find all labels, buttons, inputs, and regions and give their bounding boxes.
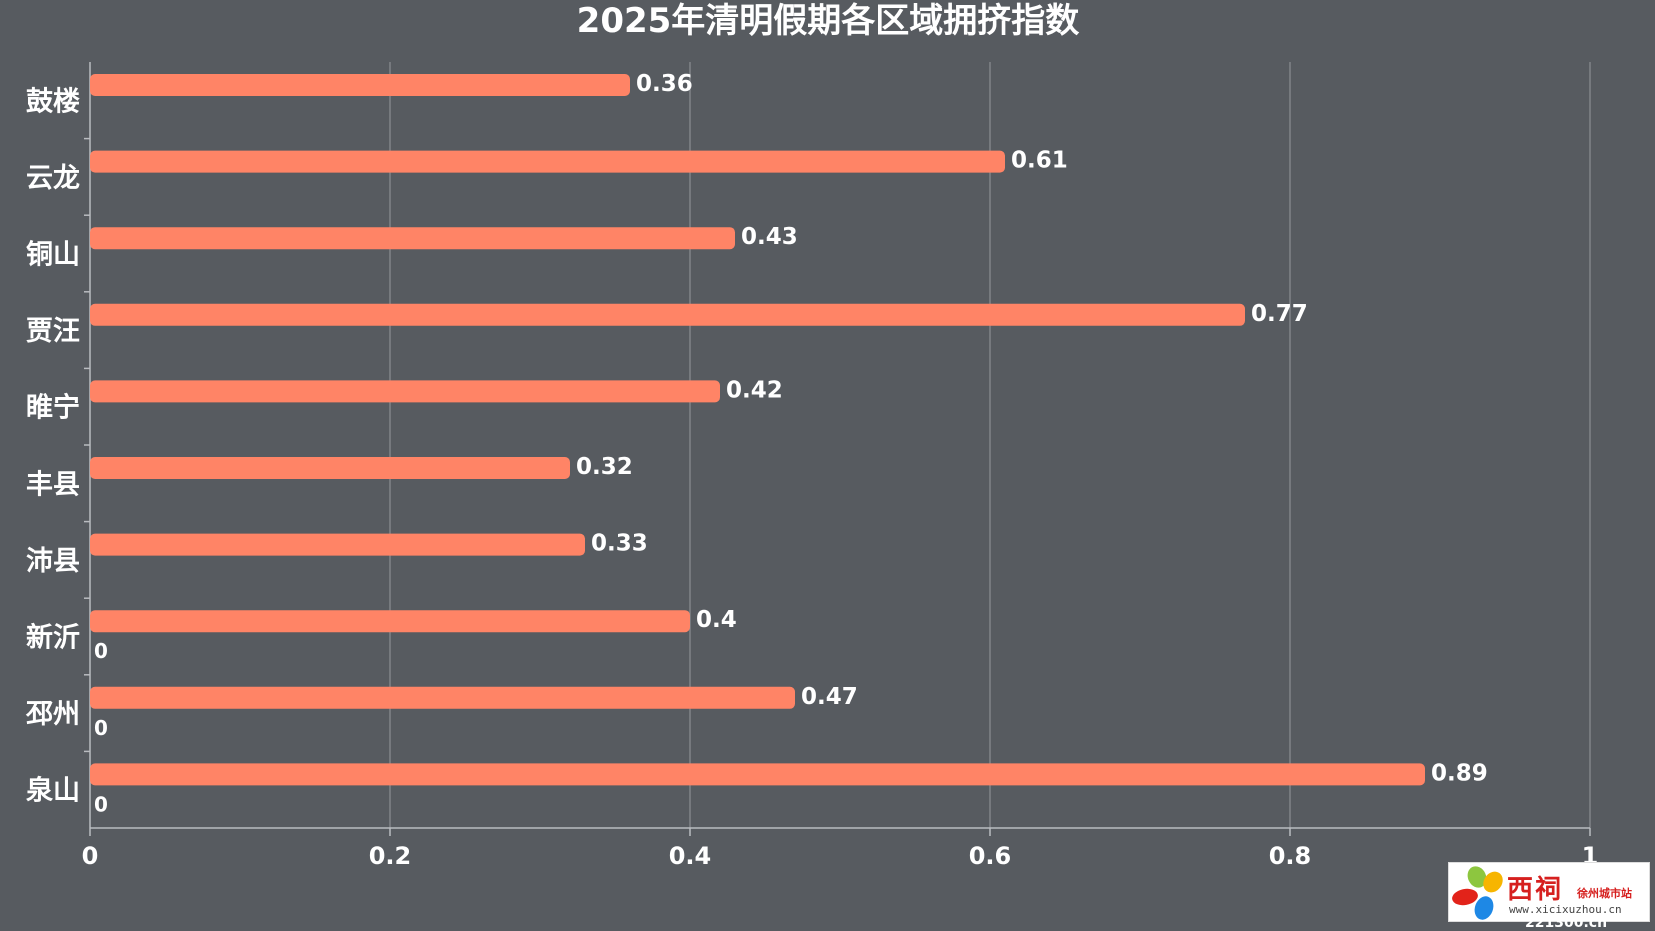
x-tick-label: 0.4	[669, 842, 712, 870]
bars	[90, 74, 1425, 786]
category-label: 云龙	[26, 163, 80, 194]
bar-7	[90, 533, 585, 556]
x-tick-label: 0.2	[369, 842, 412, 870]
bar-4	[90, 303, 1245, 326]
data-label: 0.89	[1431, 760, 1488, 786]
category-label: 鼓楼	[26, 86, 80, 117]
category-label: 沛县	[26, 546, 80, 577]
secondary-label: 0	[94, 792, 108, 816]
axes	[84, 62, 1591, 836]
secondary-label: 0	[94, 639, 108, 663]
bar-3	[90, 227, 735, 250]
bar-1	[90, 74, 630, 96]
category-label: 新沂	[26, 622, 80, 654]
data-label: 0.43	[741, 224, 798, 250]
data-label: 0.42	[726, 377, 783, 403]
data-label: 0.32	[576, 454, 633, 480]
x-tick-label: 0.8	[1269, 842, 1312, 870]
category-label: 丰县	[26, 469, 80, 500]
bar-8	[90, 610, 690, 633]
secondary-label: 0	[94, 716, 108, 740]
watermark-logo-text: 西祠	[1507, 875, 1564, 905]
data-label: 0.47	[801, 684, 858, 710]
category-label: 睢宁	[26, 392, 80, 424]
x-tick-label: 0.6	[969, 842, 1012, 870]
bar-9	[90, 686, 795, 709]
data-label: 0.4	[696, 607, 737, 633]
chart-title: 2025年清明假期各区域拥挤指数	[577, 1, 1080, 41]
data-label: 0.61	[1011, 148, 1068, 174]
category-label: 铜山	[26, 240, 80, 271]
bar-10	[90, 763, 1425, 786]
data-label: 0.33	[591, 531, 648, 557]
data-label: 0.77	[1251, 301, 1308, 327]
category-label: 贾汪	[26, 316, 80, 347]
data-label: 0.36	[636, 71, 693, 97]
labels: 0 0.2 0.4 0.6 0.8 1鼓楼0.36云龙0.61铜山0.43贾汪0.77睢宁…	[25, 71, 1598, 870]
watermark-under-text: 221300.cn	[1525, 915, 1608, 931]
watermark-url: www.xicixuzhou.cn	[1509, 903, 1622, 916]
category-label: 泉山	[26, 775, 80, 807]
bar-6	[90, 457, 570, 479]
flower-logo-icon	[1452, 866, 1503, 920]
category-label: 邳州	[25, 699, 80, 730]
bar-5	[90, 380, 720, 403]
grid-lines	[389, 62, 1591, 828]
watermark-sub-text: 徐州城市站	[1577, 887, 1632, 900]
bar-2	[90, 150, 1005, 173]
watermark-logo: 西祠 徐州城市站 www.xicixuzhou.cn	[1448, 862, 1650, 922]
x-tick-label: 0	[82, 842, 99, 870]
